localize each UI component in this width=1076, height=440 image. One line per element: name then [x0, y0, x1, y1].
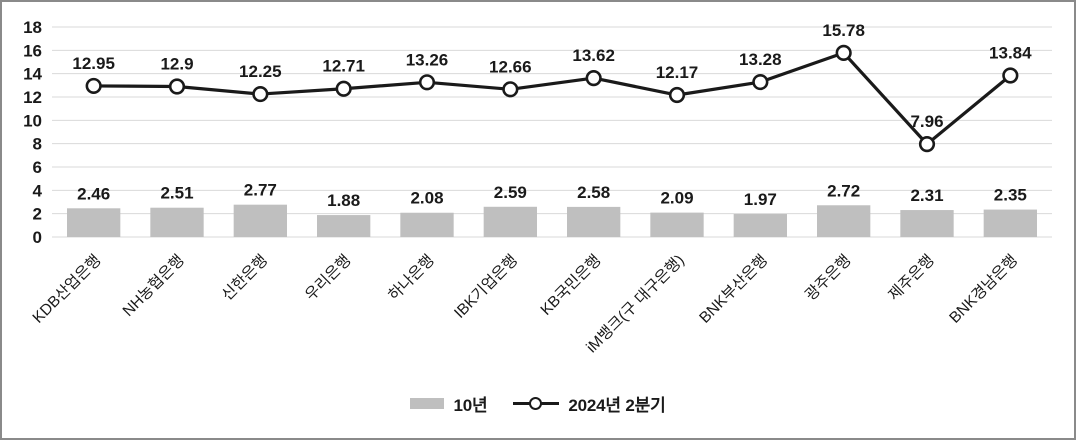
x-category-label: IBK기업은행 [450, 251, 521, 322]
line-value-label: 12.66 [489, 57, 532, 76]
y-axis-tick-label: 10 [23, 111, 42, 130]
legend-label-line-series: 2024년 2분기 [568, 396, 666, 415]
line-marker-icon [85, 77, 102, 95]
line-sample-marker-icon [529, 397, 543, 410]
line-value-label: 13.26 [406, 50, 449, 69]
line-value-label: 13.28 [739, 50, 782, 69]
x-category-label: 제주은행 [885, 251, 938, 304]
bar-value-label: 1.97 [744, 190, 777, 209]
line-marker-icon [918, 136, 936, 153]
x-category-label: 우리은행 [301, 251, 354, 304]
bar [150, 207, 204, 237]
line-value-label: 12.25 [239, 62, 282, 81]
bar-value-label: 2.72 [827, 181, 860, 200]
y-axis-tick-label: 16 [23, 41, 42, 60]
line-marker-icon [168, 78, 186, 95]
line-marker-icon [335, 80, 352, 97]
legend-item-bar-series: 10년 [410, 391, 488, 416]
line-marker-icon [502, 81, 519, 98]
line-marker-icon [752, 73, 769, 91]
bar [983, 209, 1037, 237]
chart-legend: 10년 2024년 2분기 [2, 391, 1074, 416]
line-value-label: 12.71 [322, 57, 365, 76]
bar-value-label: 2.35 [994, 186, 1027, 205]
legend-label-bar-series: 10년 [453, 396, 488, 415]
bar-value-label: 2.09 [660, 189, 693, 208]
y-axis-tick-label: 8 [33, 135, 42, 154]
line-marker-icon [835, 44, 852, 62]
bar [233, 204, 287, 237]
line-value-label: 13.62 [572, 46, 615, 65]
x-category-label: KDB산업은행 [29, 251, 105, 327]
line-marker-icon [252, 85, 269, 103]
x-category-label: KB국민은행 [537, 251, 605, 319]
y-axis-tick-label: 12 [23, 88, 42, 107]
bar-value-label: 2.51 [160, 184, 193, 203]
bar [567, 206, 621, 237]
bar [400, 212, 454, 237]
x-category-label: 광주은행 [801, 251, 854, 304]
line-value-label: 13.84 [989, 44, 1032, 63]
y-axis-tick-label: 14 [23, 65, 42, 84]
bar-value-label: 1.88 [327, 191, 360, 210]
y-axis-tick-label: 18 [23, 18, 42, 37]
bar [67, 208, 121, 237]
x-category-label: 신한은행 [218, 251, 271, 304]
line-value-label: 12.9 [160, 55, 193, 74]
bar-value-label: 2.46 [77, 184, 110, 203]
y-axis-tick-label: 0 [33, 228, 42, 247]
bar [483, 206, 537, 237]
bar [733, 214, 787, 237]
line-value-label: 15.78 [822, 21, 865, 40]
x-category-label: BNK경남은행 [946, 251, 1022, 327]
bar-series-swatch [410, 398, 445, 409]
line-value-label: 7.96 [910, 112, 943, 131]
line-series-sample [513, 396, 560, 411]
x-category-label: BNK부산은행 [696, 251, 772, 327]
bar [317, 215, 371, 237]
combo-chart-plot: 0 2 4 6 8 10 12 14 16 18 2.46 2.51 2.77 1.88 2.08 2.59 2… [23, 18, 1052, 356]
line-value-label: 12.95 [72, 54, 115, 73]
bar-value-label: 2.59 [494, 183, 527, 202]
y-axis-tick-label: 4 [33, 181, 43, 200]
line-marker-icon [668, 86, 686, 104]
line-marker-icon [585, 69, 602, 87]
bar [817, 205, 871, 237]
bar [650, 212, 704, 237]
bar-value-label: 2.58 [577, 183, 610, 202]
bar-value-label: 2.08 [410, 189, 443, 208]
line-series-path [93, 51, 1012, 146]
bar-value-label: 2.31 [910, 186, 943, 205]
y-axis-tick-label: 2 [33, 205, 42, 224]
legend-item-line-series: 2024년 2분기 [513, 391, 666, 416]
x-category-label: 하나은행 [385, 251, 438, 304]
y-axis-tick-label: 6 [33, 158, 42, 177]
line-marker-icon [1002, 67, 1019, 84]
x-category-label: NH농협은행 [119, 251, 188, 320]
line-marker-icon [418, 74, 436, 91]
line-value-label: 12.17 [656, 63, 699, 82]
bar [900, 210, 954, 237]
bar-value-label: 2.77 [244, 181, 277, 200]
